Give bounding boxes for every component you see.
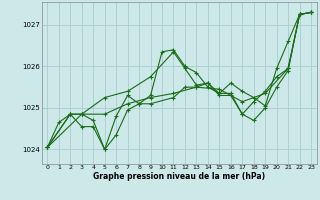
- X-axis label: Graphe pression niveau de la mer (hPa): Graphe pression niveau de la mer (hPa): [93, 172, 265, 181]
